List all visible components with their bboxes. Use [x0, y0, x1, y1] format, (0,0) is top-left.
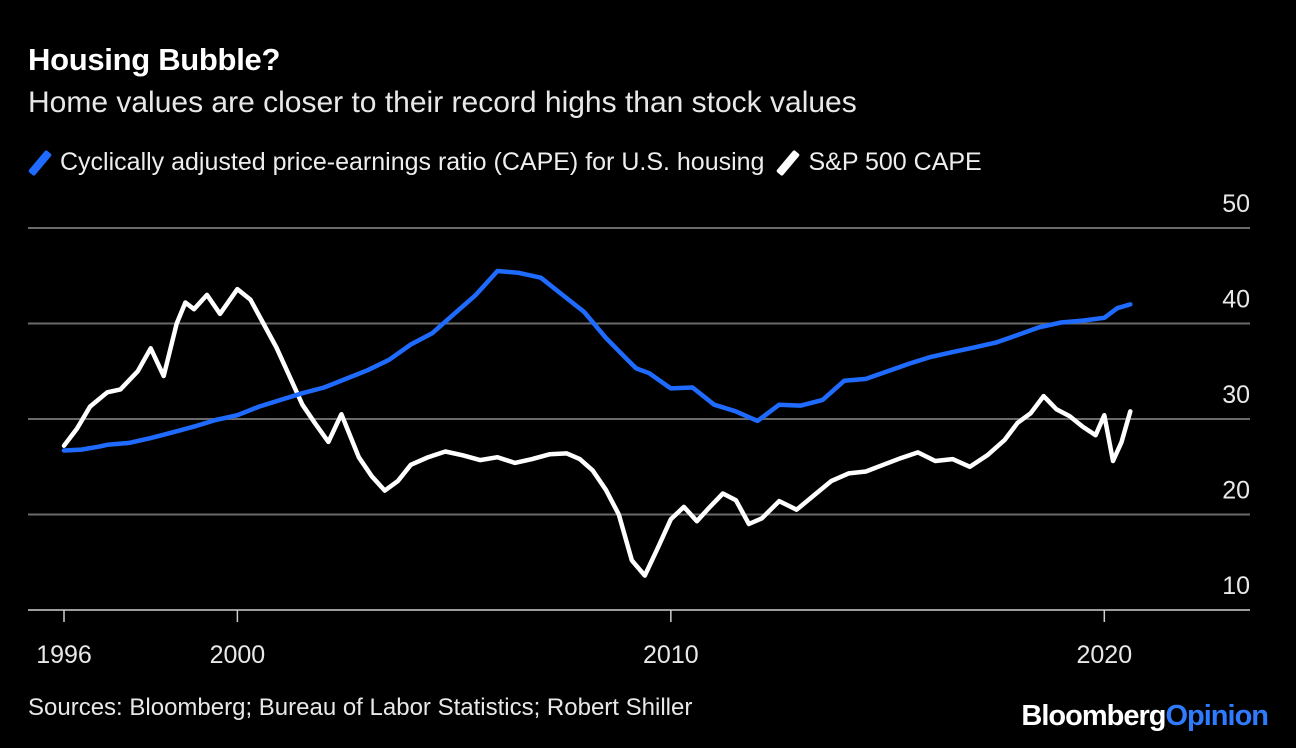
brand-logo-part1: Bloomberg	[1021, 700, 1166, 732]
chart-title: Housing Bubble?	[28, 42, 281, 77]
y-tick-label: 40	[1222, 286, 1250, 314]
legend-item-sp500-cape: S&P 500 CAPE	[776, 148, 982, 177]
x-tick-label: 2000	[210, 641, 266, 669]
y-tick-label: 50	[1222, 190, 1250, 218]
chart-subtitle: Home values are closer to their record h…	[28, 86, 857, 119]
series-line-sp500-cape	[61, 286, 1133, 578]
legend-label-housing-cape: Cyclically adjusted price-earnings ratio…	[60, 148, 765, 176]
y-tick-label: 10	[1222, 572, 1250, 600]
legend-item-housing-cape: Cyclically adjusted price-earnings ratio…	[27, 148, 765, 177]
legend-label-sp500-cape: S&P 500 CAPE	[808, 148, 982, 176]
x-tick-label: 1996	[36, 641, 92, 669]
brand-logo: BloombergOpinion	[1021, 700, 1269, 733]
x-tick-label: 2010	[643, 641, 699, 669]
chart-legend: Cyclically adjusted price-earnings ratio…	[27, 148, 996, 177]
source-note: Sources: Bloomberg; Bureau of Labor Stat…	[28, 694, 693, 721]
series-line-housing-cape	[61, 268, 1133, 453]
x-tick-label: 2020	[1076, 641, 1132, 669]
y-tick-label: 30	[1222, 381, 1250, 409]
y-tick-label: 20	[1222, 477, 1250, 505]
brand-logo-part2: Opinion	[1165, 700, 1269, 732]
